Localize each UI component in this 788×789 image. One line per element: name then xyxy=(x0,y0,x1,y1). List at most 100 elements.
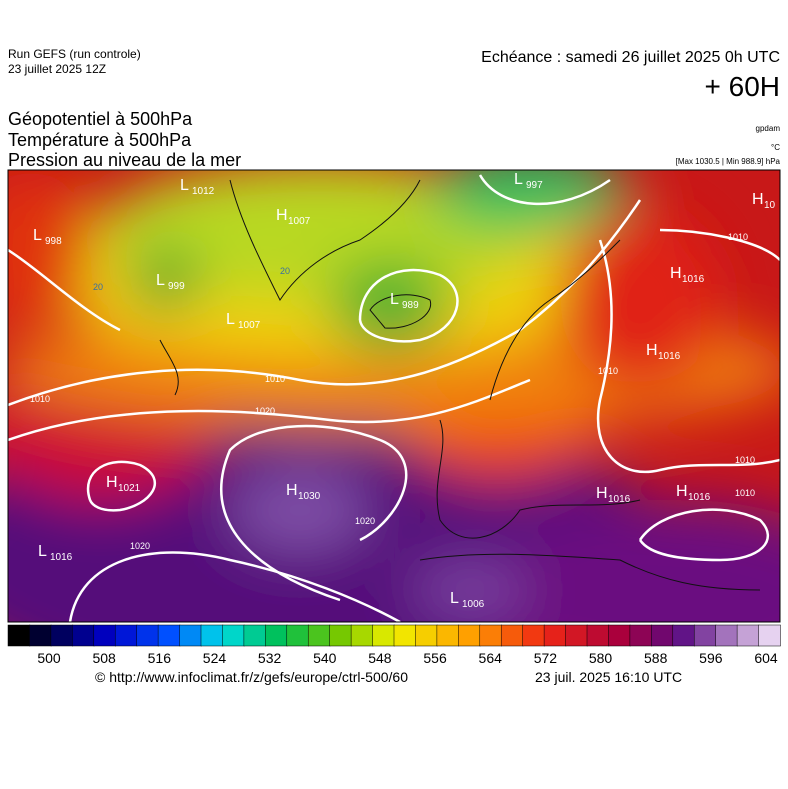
center-value: 1012 xyxy=(192,186,215,197)
center-kind: L xyxy=(226,311,235,328)
center-value: 1016 xyxy=(608,494,631,505)
colorbar-cell xyxy=(415,624,438,647)
colorbar-cell xyxy=(329,624,352,647)
colorbar: 500 508 516 524 532 540 548 556 564 572 580 588 596 6… xyxy=(7,624,781,666)
center-value: 989 xyxy=(402,300,419,311)
colorbar-tick: 580 xyxy=(589,650,613,666)
valid-time: Echéance : samedi 26 juillet 2025 0h UTC xyxy=(481,49,780,66)
run-label: Run GEFS (run controle) xyxy=(8,47,141,61)
colorbar-cell xyxy=(222,624,245,647)
colorbar-cell xyxy=(608,624,631,647)
center-kind: L xyxy=(38,543,47,560)
colorbar-tick: 572 xyxy=(534,650,558,666)
center-value: 999 xyxy=(168,281,185,292)
colorbar-cell xyxy=(7,624,31,647)
colorbar-cell xyxy=(758,624,781,647)
map-frame xyxy=(7,169,781,623)
colorbar-tick: 524 xyxy=(203,650,227,666)
center-value: 1007 xyxy=(238,320,261,331)
center-kind: H xyxy=(676,483,688,500)
isobar-label: 1020 xyxy=(355,516,375,526)
colorbar-cell xyxy=(586,624,610,647)
isobar-label: 1010 xyxy=(265,374,285,384)
center-kind: H xyxy=(276,207,288,224)
colorbar-tick: 540 xyxy=(313,650,337,666)
colorbar-cell xyxy=(243,624,267,647)
center-kind: L xyxy=(33,227,42,244)
colorbar-cell xyxy=(436,624,460,647)
colorbar-cell xyxy=(479,624,502,647)
center-kind: H xyxy=(646,342,658,359)
field-name: Température à 500hPa xyxy=(8,130,192,150)
center-kind: L xyxy=(156,272,165,289)
colorbar-tick: 564 xyxy=(479,650,503,666)
center-value: 1006 xyxy=(462,599,485,610)
colorbar-cell xyxy=(693,624,717,647)
colorbar-cell xyxy=(458,624,481,647)
center-value: 1016 xyxy=(50,552,73,563)
run-date: 23 juillet 2025 12Z xyxy=(8,62,106,76)
colorbar-cell xyxy=(500,624,524,647)
unit-label: [Max 1030.5 | Min 988.9] hPa xyxy=(676,157,781,166)
center-value: 10 xyxy=(764,200,776,211)
colorbar-cell xyxy=(50,624,74,647)
colorbar-cell xyxy=(736,624,760,647)
colorbar-cell xyxy=(265,624,288,647)
colorbar-cell xyxy=(200,624,224,647)
colorbar-cell xyxy=(179,624,202,647)
colorbar-cell xyxy=(543,624,567,647)
lead-time: + 60H xyxy=(705,71,781,102)
unit-label: °C xyxy=(771,143,780,152)
center-value: 1021 xyxy=(118,483,141,494)
isobar-label: 1010 xyxy=(30,394,50,404)
colorbar-cell xyxy=(393,624,417,647)
colorbar-cell xyxy=(651,624,674,647)
colorbar-cell xyxy=(72,624,95,647)
center-value: 1030 xyxy=(298,491,321,502)
colorbar-cell xyxy=(136,624,159,647)
isotherm-label: 20 xyxy=(93,282,103,292)
center-kind: H xyxy=(752,191,764,208)
colorbar-tick: 500 xyxy=(37,650,61,666)
colorbar-tick: 596 xyxy=(699,650,723,666)
field-name: Pression au niveau de la mer xyxy=(8,150,241,170)
center-value: 1007 xyxy=(288,216,311,227)
field-name: Géopotentiel à 500hPa xyxy=(8,109,193,129)
unit-label: gpdam xyxy=(756,124,781,133)
colorbar-cell xyxy=(286,624,309,647)
center-kind: H xyxy=(286,482,298,499)
center-value: 998 xyxy=(45,236,62,247)
map xyxy=(8,170,780,622)
colorbar-cell xyxy=(157,624,181,647)
source: © http://www.infoclimat.fr/z/gefs/europe… xyxy=(95,669,408,685)
colorbar-tick: 588 xyxy=(644,650,668,666)
isobar-label: 1010 xyxy=(735,488,755,498)
colorbar-cell xyxy=(114,624,138,647)
colorbar-tick: 516 xyxy=(148,650,172,666)
colorbar-cell xyxy=(522,624,545,647)
coastlines xyxy=(159,179,761,591)
isobar-label: 1010 xyxy=(598,366,618,376)
isobars xyxy=(8,174,780,622)
center-kind: L xyxy=(390,291,399,308)
colorbar-cell xyxy=(715,624,738,647)
colorbar-tick: 556 xyxy=(423,650,447,666)
colorbar-tick: 532 xyxy=(258,650,282,666)
colorbar-tick: 508 xyxy=(92,650,116,666)
colorbar-tick: 604 xyxy=(754,650,778,666)
isobar-label: 1020 xyxy=(255,406,275,416)
colorbar-cell xyxy=(629,624,653,647)
colorbar-tick: 548 xyxy=(368,650,392,666)
generated: 23 juil. 2025 16:10 UTC xyxy=(535,669,682,685)
isobar-label: 1010 xyxy=(735,455,755,465)
colorbar-cell xyxy=(672,624,695,647)
colorbar-cell xyxy=(307,624,331,647)
center-value: 997 xyxy=(526,180,543,191)
center-kind: H xyxy=(670,265,682,282)
center-value: 1016 xyxy=(688,492,711,503)
colorbar-cell xyxy=(93,624,116,647)
colorbar-cell xyxy=(565,624,588,647)
isotherm-label: 20 xyxy=(280,266,290,276)
